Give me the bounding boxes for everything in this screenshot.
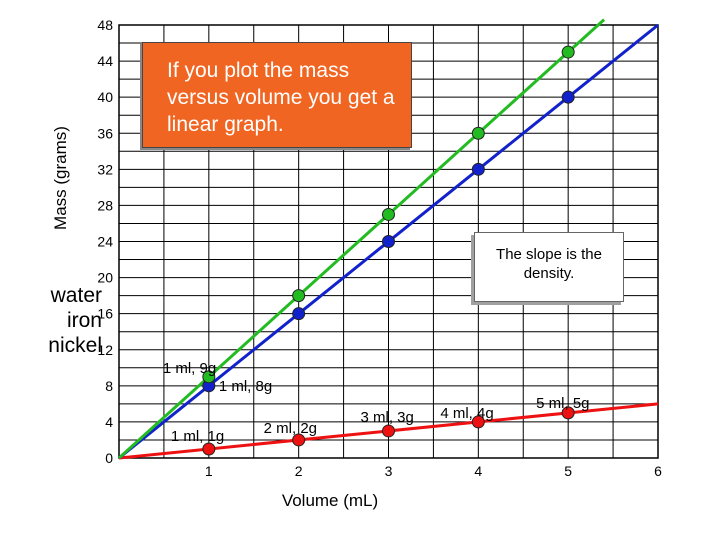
x-tick-label: 5 — [564, 463, 572, 479]
y-tick-label: 8 — [105, 378, 113, 394]
data-point-nickel — [292, 289, 306, 303]
y-tick-label: 40 — [97, 89, 113, 105]
series-line-nickel — [117, 18, 606, 460]
plot-frame — [118, 24, 659, 459]
point-label: 1 ml, 1g — [171, 428, 224, 445]
y-tick-label: 28 — [97, 197, 113, 213]
y-tick-label: 24 — [97, 234, 113, 250]
y-tick-label: 20 — [97, 270, 113, 286]
callout-slope-density: The slope is the density. — [474, 232, 624, 302]
x-tick-label: 3 — [385, 463, 393, 479]
data-point-water — [292, 433, 306, 447]
point-label: 1 ml, 9g — [163, 360, 216, 377]
y-tick-label: 44 — [97, 53, 113, 69]
y-tick-label: 0 — [105, 450, 113, 466]
series-points — [202, 45, 575, 456]
x-tick-label: 6 — [654, 463, 662, 479]
data-point-nickel — [382, 207, 395, 221]
data-point-nickel — [471, 126, 485, 140]
data-point-nickel — [561, 45, 575, 59]
legend-item-water: water — [50, 284, 102, 307]
point-label: 5 ml, 5g — [536, 395, 589, 412]
y-tick-label: 12 — [97, 342, 113, 358]
legend-item-nickel: nickel — [48, 334, 102, 357]
y-axis-title: Mass (grams) — [51, 126, 70, 230]
y-tick-label: 36 — [97, 125, 113, 141]
data-point-water — [202, 442, 216, 456]
point-label: 1 ml, 8g — [219, 378, 272, 395]
data-point-nickel — [202, 370, 216, 384]
y-tick-label: 48 — [97, 17, 113, 33]
y-tick-label: 4 — [105, 414, 113, 430]
y-tick-label: 16 — [97, 306, 113, 322]
legend: water iron nickel — [10, 283, 102, 358]
x-axis-title: Volume (mL) — [282, 491, 378, 510]
data-point-water — [382, 424, 395, 438]
x-tick-label: 2 — [295, 463, 303, 479]
callout-linear-graph: If you plot the mass versus volume you g… — [142, 42, 412, 148]
legend-item-iron: iron — [66, 309, 102, 332]
axes — [118, 24, 659, 459]
data-point-water — [561, 406, 575, 420]
x-tick-label: 1 — [205, 463, 213, 479]
data-point-water — [471, 415, 485, 429]
point-label: 2 ml, 2g — [264, 420, 317, 437]
point-label: 3 ml, 3g — [361, 409, 414, 426]
data-point-iron — [561, 90, 575, 104]
y-tick-label: 32 — [97, 161, 113, 177]
point-label: 4 ml, 4g — [440, 405, 493, 422]
data-point-iron — [382, 235, 395, 248]
data-point-iron — [471, 162, 485, 176]
x-tick-label: 4 — [474, 463, 482, 479]
point-labels: 1 ml, 1g 2 ml, 2g 3 ml, 3g 4 ml, 4g 5 ml, 5g… — [163, 360, 590, 445]
data-point-iron — [292, 307, 306, 321]
